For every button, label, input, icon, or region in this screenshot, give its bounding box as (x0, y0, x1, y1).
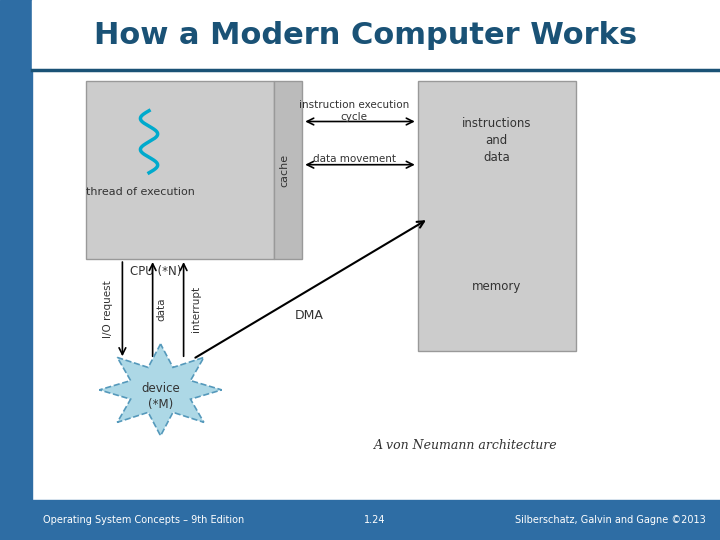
Bar (32, 500, 720, 540)
Text: 1.24: 1.24 (364, 515, 385, 525)
FancyBboxPatch shape (418, 81, 576, 351)
FancyBboxPatch shape (274, 81, 302, 259)
Text: A von Neumann architecture: A von Neumann architecture (374, 439, 558, 452)
Text: DMA: DMA (295, 309, 324, 322)
Bar (32, 0, 720, 70)
Text: instructions
and
data: instructions and data (462, 117, 531, 164)
Text: data movement: data movement (312, 154, 396, 164)
Text: I/O request: I/O request (103, 280, 113, 338)
Bar (0, 0, 32, 540)
Text: cache: cache (279, 153, 289, 187)
Text: How a Modern Computer Works: How a Modern Computer Works (94, 21, 636, 50)
Text: memory: memory (472, 280, 521, 293)
Text: device
(*M): device (*M) (141, 382, 180, 411)
Text: instruction execution
cycle: instruction execution cycle (299, 100, 410, 122)
Text: Operating System Concepts – 9th Edition: Operating System Concepts – 9th Edition (43, 515, 245, 525)
FancyBboxPatch shape (86, 81, 274, 259)
Text: Silberschatz, Galvin and Gagne ©2013: Silberschatz, Galvin and Gagne ©2013 (515, 515, 706, 525)
Text: interrupt: interrupt (191, 286, 201, 332)
Text: data: data (156, 297, 166, 321)
Text: thread of execution: thread of execution (86, 187, 195, 197)
Polygon shape (99, 344, 222, 436)
Text: CPU (*N): CPU (*N) (130, 265, 181, 278)
